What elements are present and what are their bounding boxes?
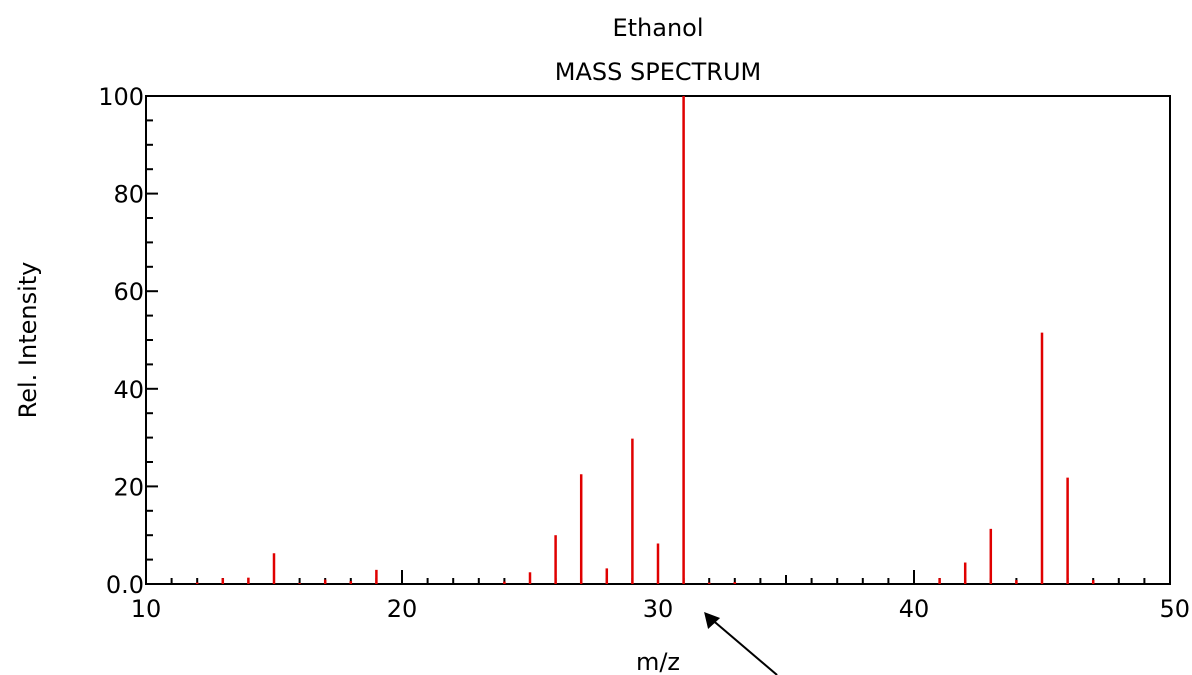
y-tick-label: 0.0 (106, 571, 144, 599)
x-tick-label: 20 (387, 595, 418, 623)
x-tick-label: 40 (899, 595, 930, 623)
x-axis-ticks: 10 20 30 40 50 (131, 570, 1190, 623)
y-tick-label: 60 (113, 278, 144, 306)
annotation-arrow-head (704, 612, 721, 629)
y-tick-label: 100 (98, 83, 144, 111)
annotation-arrow (704, 612, 778, 675)
y-axis-label: Rel. Intensity (14, 262, 42, 419)
plot-frame (145, 95, 1171, 585)
x-tick-label: 10 (131, 595, 162, 623)
x-tick-label: 50 (1159, 595, 1190, 623)
chart-subtitle: MASS SPECTRUM (555, 58, 761, 86)
y-tick-label: 20 (113, 473, 144, 501)
minor-ticks (146, 119, 1146, 584)
x-axis-label: m/z (636, 648, 680, 675)
chart-title: Ethanol (612, 14, 703, 42)
x-tick-label: 30 (643, 595, 674, 623)
annotation-arrow-shaft (709, 617, 778, 675)
y-tick-label: 80 (113, 181, 144, 209)
y-tick-label: 40 (113, 376, 144, 404)
spectrum-peaks (195, 96, 1095, 584)
y-axis-ticks: 0.0 20 40 60 80 100 (98, 83, 158, 599)
